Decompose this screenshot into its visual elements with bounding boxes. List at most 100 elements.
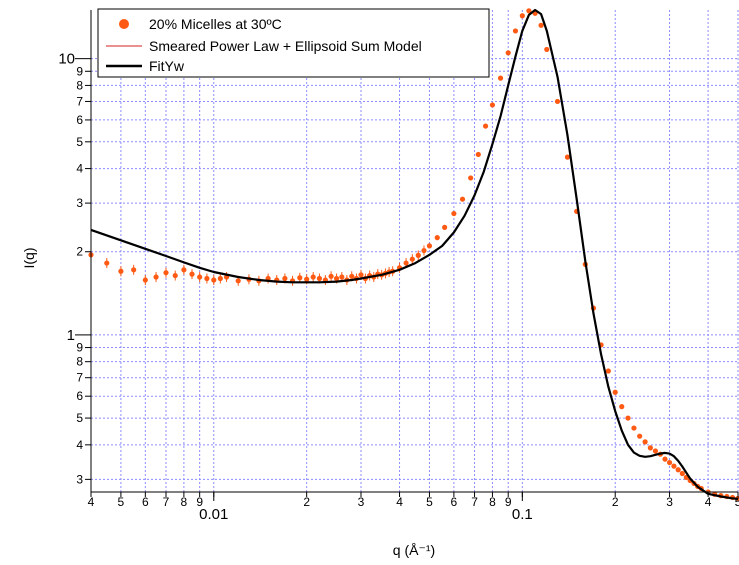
- x-tick-label: 8: [181, 495, 188, 509]
- x-tick-label: 9: [196, 495, 203, 509]
- y-tick-label: 4: [76, 162, 83, 176]
- y-tick-label: 6: [76, 113, 83, 127]
- data-point: [671, 463, 677, 469]
- data-point: [666, 459, 673, 466]
- data-point: [619, 404, 625, 410]
- data-point: [282, 275, 288, 282]
- data-point: [647, 445, 653, 451]
- x-tick-label: 2: [612, 495, 619, 509]
- data-point: [181, 267, 187, 273]
- fit-line: [90, 8, 739, 500]
- x-tick-label: 5: [118, 495, 125, 509]
- data-point: [434, 235, 440, 241]
- data-point: [310, 274, 316, 280]
- y-tick-label: 7: [76, 371, 83, 385]
- x-tick-label: 0.01: [199, 506, 228, 523]
- data-point: [235, 278, 241, 284]
- data-point: [526, 8, 532, 14]
- y-tick-label: 3: [76, 472, 83, 486]
- x-tick-label: 7: [163, 495, 170, 509]
- x-tick-label: 3: [358, 495, 365, 509]
- data-point: [131, 267, 137, 273]
- data-point: [421, 247, 427, 254]
- data-point: [172, 272, 178, 279]
- x-axis-title: q (Å⁻¹): [393, 542, 435, 558]
- data-point: [662, 456, 668, 462]
- grid: [90, 10, 739, 492]
- data-point: [297, 275, 303, 281]
- data-point: [316, 275, 323, 282]
- data-point: [605, 368, 611, 374]
- axes: 4 5 6 7 8 9 2 3 4 5 6 7 8 9 2 3 4 50.01 0.1345678923456789…: [58, 10, 739, 523]
- x-tick-label: 5: [735, 495, 739, 509]
- data-point: [442, 224, 448, 230]
- x-tick-label: 4: [88, 495, 95, 509]
- x-tick-label: 6: [142, 495, 149, 509]
- legend-box: [97, 8, 490, 78]
- data-point: [482, 123, 489, 129]
- data-point: [459, 196, 466, 202]
- data-point: [163, 270, 169, 276]
- x-tick-label: 2: [303, 495, 310, 509]
- x-tick-label: 3: [666, 495, 673, 509]
- y-tick-label: 5: [76, 135, 83, 149]
- x-tick-label: 4: [705, 495, 712, 509]
- y-tick-label: 8: [76, 355, 83, 369]
- data-point: [304, 276, 310, 282]
- data-point: [349, 273, 355, 279]
- data-point: [675, 467, 681, 473]
- data-point: [409, 256, 415, 262]
- data-point: [468, 175, 474, 181]
- data-point: [358, 272, 364, 278]
- data-point: [512, 28, 519, 34]
- data-point: [564, 154, 571, 160]
- y-tick-label: 5: [76, 411, 83, 425]
- data-point: [211, 277, 217, 283]
- legend-label-model: Smeared Power Law + Ellipsoid Sum Model: [149, 38, 422, 54]
- plot-area: [88, 8, 739, 501]
- data-point: [652, 448, 659, 454]
- data-point: [637, 433, 643, 439]
- data-point: [489, 102, 496, 108]
- y-tick-label: 7: [76, 94, 83, 108]
- data-point: [544, 46, 550, 53]
- data-point: [451, 210, 457, 217]
- y-tick-label: 9: [76, 341, 83, 355]
- legend: 20% Micelles at 30ºC Smeared Power Law +…: [97, 8, 490, 78]
- y-tick-label: 8: [76, 78, 83, 92]
- y-tick-label: 3: [76, 196, 83, 210]
- data-point: [625, 415, 631, 421]
- y-axis-title: I(q): [21, 248, 37, 269]
- data-point: [612, 389, 618, 395]
- x-tick-label: 0.1: [512, 506, 533, 523]
- x-tick-label: 9: [505, 495, 512, 509]
- data-point: [415, 252, 421, 258]
- data-point: [403, 260, 409, 266]
- data-point: [142, 277, 148, 283]
- data-point: [339, 274, 345, 280]
- data-point: [538, 22, 544, 28]
- data-point: [631, 425, 637, 431]
- legend-marker-micelles: [119, 19, 129, 29]
- data-point: [118, 268, 124, 274]
- x-tick-label: 8: [489, 495, 496, 509]
- data-point: [554, 98, 561, 105]
- data-point: [519, 13, 525, 19]
- y-tick-label: 10: [58, 51, 75, 68]
- y-tick-label: 1: [67, 327, 75, 344]
- x-tick-label: 6: [451, 495, 458, 509]
- legend-label-micelles: 20% Micelles at 30ºC: [149, 16, 282, 32]
- data-point: [197, 274, 203, 280]
- y-tick-label: 9: [76, 64, 83, 78]
- data-point: [204, 275, 210, 282]
- data-point: [475, 151, 481, 158]
- data-point: [426, 243, 433, 249]
- y-tick-label: 2: [76, 245, 83, 259]
- data-point: [153, 274, 159, 280]
- x-tick-label: 5: [426, 495, 433, 509]
- y-tick-label: 4: [76, 438, 83, 452]
- data-point: [328, 273, 334, 279]
- data-point: [679, 470, 685, 477]
- data-point: [333, 275, 340, 282]
